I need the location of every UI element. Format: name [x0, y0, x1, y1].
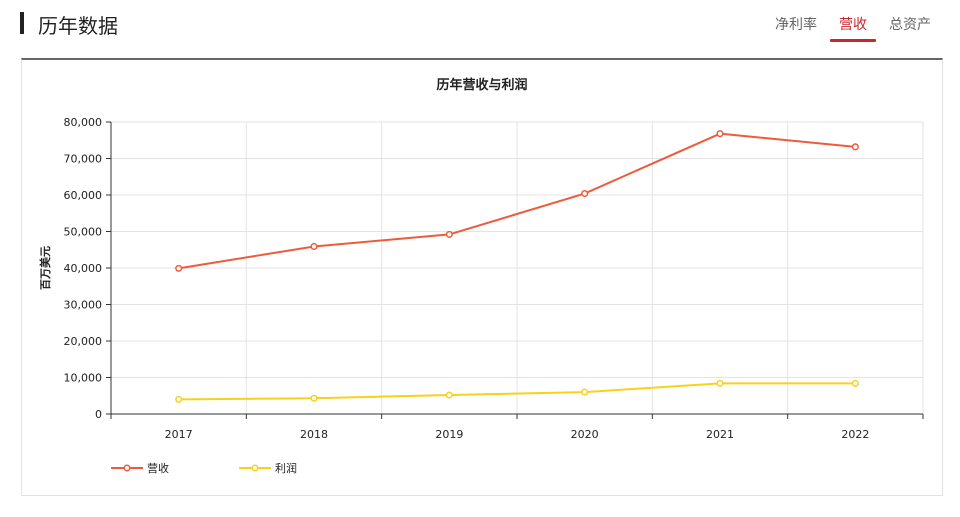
x-tick-label: 2021	[706, 428, 734, 441]
header: 历年数据 净利率 营收 总资产	[0, 0, 960, 58]
data-point	[445, 230, 453, 238]
tab-revenue[interactable]: 营收	[828, 14, 878, 42]
data-point	[445, 391, 453, 399]
x-tick-label: 2017	[165, 428, 193, 441]
x-tick-label: 2022	[841, 428, 869, 441]
data-point	[851, 143, 859, 151]
x-tick-label: 2019	[435, 428, 463, 441]
series-line-1	[178, 382, 856, 401]
legend-swatch-marker	[123, 464, 131, 472]
chart-card: 历年营收与利润 0 10,000 20,000 30,000 40,000 50,000 60…	[21, 58, 943, 496]
y-axis-label: 百万美元	[38, 246, 52, 290]
y-tick-label: 30,000	[64, 299, 103, 312]
y-tick-label: 60,000	[64, 189, 103, 202]
y-tick-label: 40,000	[64, 262, 103, 275]
data-point	[716, 130, 724, 138]
data-point	[310, 242, 318, 251]
series-line-0	[178, 132, 856, 270]
tab-net-margin[interactable]: 净利率	[775, 17, 817, 33]
y-tick-label: 70,000	[64, 153, 103, 166]
legend-label: 营收	[147, 461, 169, 475]
data-point	[175, 395, 183, 403]
title-accent-bar	[20, 12, 24, 34]
data-point	[581, 388, 589, 396]
line-chart: 历年营收与利润 0 10,000 20,000 30,000 40,000 50,000 60…	[38, 77, 924, 475]
y-tick-label: 50,000	[64, 226, 103, 239]
tab-total-assets[interactable]: 总资产	[889, 17, 931, 33]
x-tick-label: 2018	[300, 428, 328, 441]
y-tick-label: 20,000	[64, 335, 103, 348]
data-point	[851, 379, 859, 387]
x-tick-label: 2020	[571, 428, 599, 441]
legend-swatch-marker	[251, 464, 259, 472]
y-tick-label: 10,000	[64, 372, 103, 385]
y-tick-label: 80,000	[64, 116, 103, 129]
data-point	[175, 264, 183, 272]
page-title: 历年数据	[38, 14, 118, 38]
data-point	[716, 379, 724, 387]
data-point	[581, 189, 589, 198]
chart-title: 历年营收与利润	[436, 77, 527, 93]
data-point	[310, 394, 318, 402]
legend-label: 利润	[275, 461, 297, 475]
y-tick-label: 0	[95, 408, 102, 421]
tab-bar: 净利率 营收 总资产	[764, 14, 942, 42]
